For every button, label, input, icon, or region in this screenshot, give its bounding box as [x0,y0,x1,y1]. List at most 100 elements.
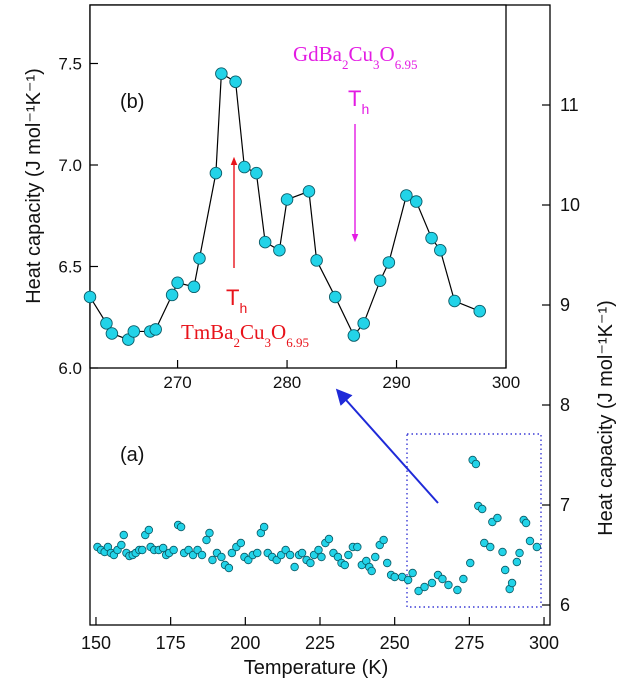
a-data-point [158,543,168,553]
b-data-point [215,67,228,80]
a-data-point [169,545,178,555]
b-data-point [373,274,387,287]
b-data-point [400,189,413,202]
panel-a-label: (a) [120,444,144,466]
b-data-point [302,185,316,198]
a-data-point [202,535,211,545]
a-data-point [420,582,429,592]
b-data-point [171,276,184,289]
b-data-point [448,294,461,308]
a-data-point [353,542,362,552]
a-data-point [438,574,447,584]
a-x-tick-label: 225 [305,633,335,653]
a-data-point [324,534,334,544]
b-data-point [165,288,179,302]
panel-a-points [93,455,542,596]
a-data-point [500,565,510,575]
a-data-point [532,542,542,552]
a-data-point [285,550,295,560]
b-data-point [229,75,242,89]
a-data-point [507,578,517,588]
a-data-point [224,563,234,573]
a-data-point [367,566,376,576]
a-data-point [138,545,147,555]
inset-frame [89,4,507,369]
inset-background [90,5,506,368]
a-y-tick-label: 8 [560,395,570,415]
a-data-point [466,558,475,568]
a-data-point [297,548,307,558]
b-y-tick-label: 6.5 [58,258,82,277]
a-data-point [414,586,423,596]
b-data-point [425,231,438,245]
a-data-point [205,528,214,538]
a-data-point [317,552,326,562]
a-data-point [480,538,489,548]
b-data-point [434,244,447,257]
b-data-point [357,317,370,330]
a-data-point [477,504,487,514]
b-data-point [100,317,113,330]
b-x-tick-label: 280 [273,373,301,392]
tm-th-label: Th [226,285,247,316]
a-x-tick-label: 250 [380,633,410,653]
a-data-point [259,522,269,532]
b-data-point [382,256,396,269]
b-x-tick-label: 270 [163,373,191,392]
b-data-point [149,323,162,336]
a-data-point [314,545,323,555]
b-data-point [105,327,119,340]
gd-formula-label: GdBa2Cu3O6.95 [293,42,417,72]
a-data-point [453,585,462,595]
b-data-point [250,166,263,180]
a-x-tick-label: 300 [529,633,559,653]
a-data-point [427,578,437,588]
b-data-point [409,195,423,208]
b-x-tick-label: 290 [382,373,410,392]
gd-th-label: Th [348,86,369,117]
b-data-point [209,166,223,180]
b-x-tick-label: 300 [492,373,520,392]
b-y-tick-label: 7.0 [58,156,82,175]
a-data-point [408,568,417,578]
a-y-tick-label: 6 [560,595,570,615]
a-data-point [119,530,128,540]
panel-b-x-ticks: 270 280 290 300 [163,360,520,392]
b-y-tick-label: 6.0 [58,359,82,378]
panel-b-series [83,67,486,346]
b-data-point [193,252,206,265]
panel-b-label: (b) [120,91,144,113]
a-y-tick-label: 11 [560,95,579,115]
a-y-tick-label: 9 [560,295,570,315]
a-data-point [444,580,453,590]
b-data-point [347,329,361,342]
a-data-point [253,548,262,558]
a-data-point [344,550,353,560]
b-data-point [258,235,272,249]
panel-b-y-ticks: 6.0 6.5 7.0 7.5 [58,55,98,378]
a-data-point [383,558,392,568]
b-data-point [280,193,294,206]
a-data-point [144,525,154,535]
a-data-point [403,575,413,585]
b-data-point [310,254,323,267]
a-x-tick-label: 175 [156,633,186,653]
b-y-tick-label: 7.5 [58,55,82,74]
a-data-point [379,535,388,545]
a-data-point [390,572,399,582]
a-data-point [459,574,468,584]
panel-a-x-axis-label: Temperature (K) [244,657,389,679]
a-data-point [290,562,299,572]
a-data-point [333,552,343,562]
a-data-point [512,557,522,567]
a-data-point [525,536,535,546]
a-x-tick-label: 200 [230,633,260,653]
b-data-point [127,325,141,338]
a-data-point [197,550,207,560]
panel-a-y-axis-label: Heat capacity (J mol⁻¹K⁻¹) [595,300,617,536]
a-data-point [515,548,524,558]
a-data-point [236,538,246,548]
panel-a-y-ticks: 6 7 8 9 10 11 [542,95,580,615]
zoom-arrow [335,388,439,504]
